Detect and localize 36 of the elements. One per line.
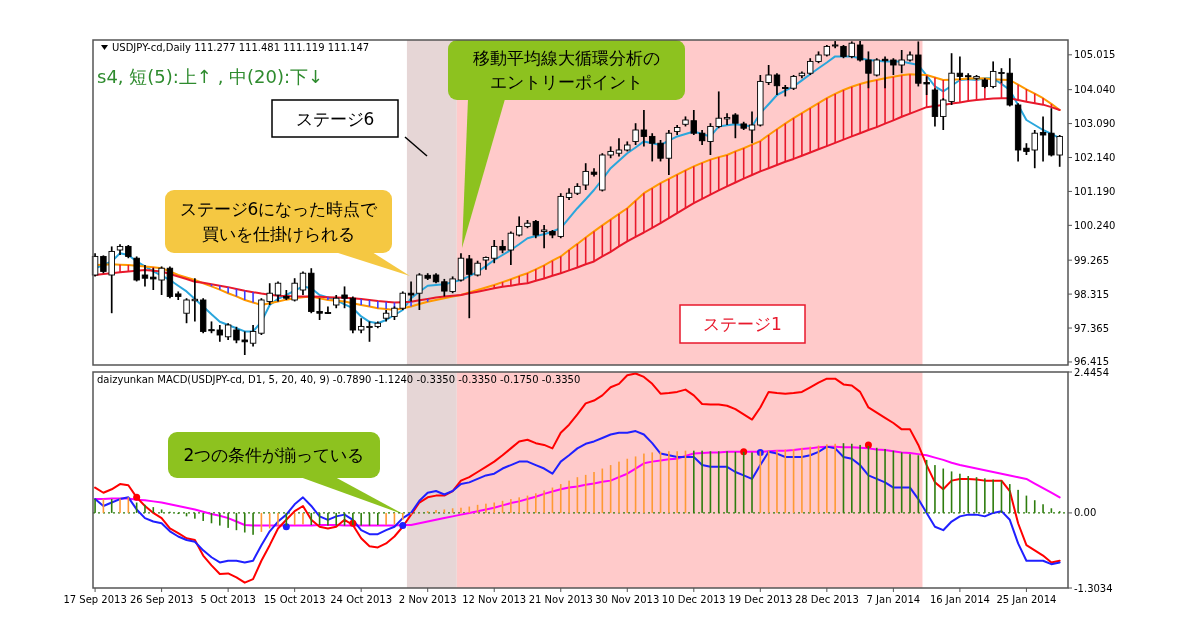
y-tick-label: 102.140 bbox=[1074, 152, 1116, 163]
annotation: s4, 短(5):上↑ , 中(20):下↓ bbox=[97, 66, 324, 87]
x-tick-label: 5 Oct 2013 bbox=[200, 594, 256, 605]
x-tick-label: 17 Sep 2013 bbox=[63, 594, 127, 605]
annotation: ステージ1 bbox=[703, 314, 782, 335]
annotation: ステージ6になった時点で買いを仕掛けられる bbox=[179, 199, 379, 244]
chart-title: USDJPY-cd,Daily 111.277 111.481 111.119 111.147 bbox=[112, 42, 370, 53]
x-tick-label: 2 Nov 2013 bbox=[398, 594, 457, 605]
y-tick-label: 96.415 bbox=[1074, 356, 1109, 368]
annotation: ステージ6 bbox=[295, 108, 375, 129]
x-tick-label: 19 Dec 2013 bbox=[728, 594, 793, 605]
x-tick-label: 28 Dec 2013 bbox=[794, 594, 859, 605]
y-tick-label: 2.4454 bbox=[1074, 366, 1109, 378]
x-tick-label: 7 Jan 2014 bbox=[866, 594, 921, 605]
y-tick-label: -1.3034 bbox=[1074, 582, 1113, 594]
x-tick-label: 30 Nov 2013 bbox=[595, 594, 660, 605]
x-tick-label: 15 Oct 2013 bbox=[263, 594, 326, 605]
y-tick-label: 100.240 bbox=[1074, 219, 1116, 231]
x-tick-label: 12 Nov 2013 bbox=[462, 594, 527, 605]
chart-title: daizyunkan MACD(USDJPY-cd, D1, 5, 20, 40, 9) -0.7890 -1.1240 -0.3350 -0.3350 -0.1750 -0.3350 bbox=[97, 374, 581, 385]
x-tick-label: 10 Dec 2013 bbox=[661, 594, 726, 605]
y-tick-label: 105.015 bbox=[1074, 49, 1116, 61]
y-tick-label: 98.315 bbox=[1074, 288, 1109, 300]
x-tick-label: 21 Nov 2013 bbox=[528, 594, 593, 605]
y-tick-label: 103.090 bbox=[1074, 118, 1116, 130]
annotation: 移動平均線大循環分析のエントリーポイント bbox=[473, 47, 660, 93]
y-tick-label: 0.00 bbox=[1074, 507, 1097, 519]
y-tick-label: 101.190 bbox=[1074, 185, 1116, 197]
annotation: 2つの条件が揃っている bbox=[183, 445, 365, 466]
x-tick-label: 26 Sep 2013 bbox=[129, 594, 194, 605]
x-tick-label: 24 Oct 2013 bbox=[330, 594, 393, 605]
y-tick-label: 104.040 bbox=[1074, 84, 1116, 96]
x-tick-label: 16 Jan 2014 bbox=[929, 594, 990, 605]
y-tick-label: 99.265 bbox=[1074, 254, 1109, 266]
x-tick-label: 25 Jan 2014 bbox=[996, 594, 1057, 605]
y-tick-label: 97.365 bbox=[1074, 322, 1109, 334]
